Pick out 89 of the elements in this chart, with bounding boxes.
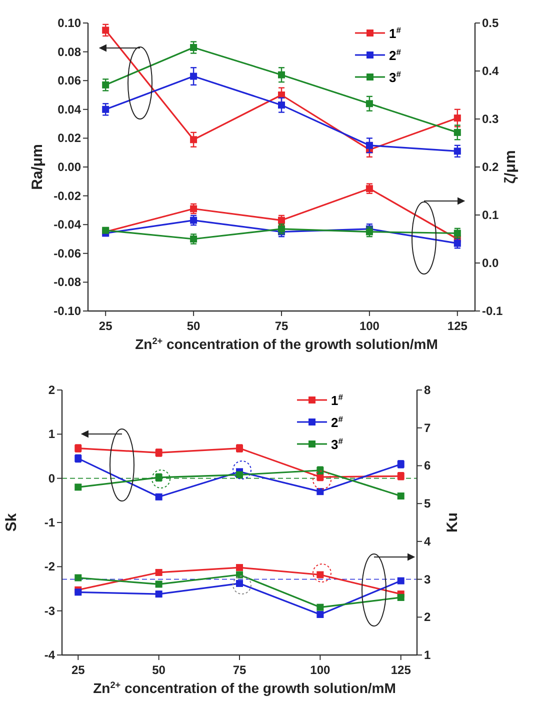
x-tick-label: 125 bbox=[390, 663, 412, 677]
point bbox=[74, 588, 82, 596]
point bbox=[397, 594, 404, 601]
point bbox=[190, 236, 198, 242]
y-tick-label: 0.00 bbox=[58, 160, 82, 174]
point bbox=[190, 136, 198, 144]
x-axis-title: Zn$^{2+}$ concentration of the growth solution/mM bbox=[93, 680, 396, 696]
y2-axis-title: ζ/μm bbox=[502, 150, 519, 184]
point bbox=[366, 228, 373, 236]
y-axis-title: Sk bbox=[3, 512, 20, 532]
point bbox=[102, 26, 110, 34]
point bbox=[155, 580, 162, 588]
y-tick-label: -0.02 bbox=[54, 188, 82, 203]
point bbox=[454, 230, 461, 237]
point bbox=[190, 44, 198, 51]
x-tick-label: 75 bbox=[274, 319, 288, 333]
point bbox=[397, 577, 404, 584]
point bbox=[102, 106, 110, 113]
point bbox=[102, 81, 110, 88]
y2-tick-label: 0.0 bbox=[482, 256, 500, 270]
y2-tick-label: 0.1 bbox=[482, 208, 500, 222]
point bbox=[454, 148, 461, 155]
y-tick-label: 0 bbox=[48, 471, 56, 486]
y2-tick-label: 3 bbox=[424, 572, 431, 586]
point bbox=[316, 610, 324, 618]
y-tick-label: 1 bbox=[48, 427, 56, 442]
y-tick-label: 0.08 bbox=[58, 44, 82, 59]
legend-label: 2$^{#}$ bbox=[331, 414, 344, 430]
point bbox=[155, 493, 162, 500]
x-axis-title: Zn$^{2+}$ concentration of the growth solution/mM bbox=[135, 336, 438, 352]
point bbox=[366, 100, 373, 108]
y2-tick-label: 0.5 bbox=[482, 16, 500, 30]
y2-tick-label: -0.1 bbox=[482, 304, 504, 318]
point bbox=[155, 568, 162, 576]
point bbox=[454, 128, 461, 136]
point bbox=[74, 484, 82, 491]
point bbox=[190, 216, 198, 224]
y2-tick-label: 1 bbox=[424, 648, 431, 662]
y2-tick-label: 0.2 bbox=[482, 160, 500, 174]
y2-tick-label: 5 bbox=[424, 496, 431, 511]
point bbox=[190, 72, 198, 80]
point bbox=[454, 240, 461, 247]
point bbox=[190, 205, 198, 212]
y2-tick-label: 0.4 bbox=[482, 64, 500, 78]
x-tick-label: 25 bbox=[98, 319, 113, 333]
x-tick-label: 125 bbox=[447, 319, 468, 333]
point bbox=[316, 604, 324, 611]
y2-tick-label: 0.3 bbox=[482, 112, 500, 126]
x-tick-label: 50 bbox=[152, 663, 166, 677]
x-tick-label: 100 bbox=[359, 319, 380, 333]
y2-tick-label: 8 bbox=[424, 383, 431, 397]
y-tick-label: -0.08 bbox=[54, 275, 82, 290]
y2-tick-label: 2 bbox=[424, 610, 431, 624]
point bbox=[397, 492, 404, 500]
y-tick-label: 0.02 bbox=[58, 131, 82, 146]
point bbox=[278, 71, 285, 78]
y-tick-label: -3 bbox=[44, 604, 56, 618]
point bbox=[236, 564, 243, 572]
point bbox=[366, 185, 373, 192]
x-tick-label: 100 bbox=[310, 663, 331, 677]
y-tick-label: -1 bbox=[44, 516, 56, 530]
y-tick-label: -0.04 bbox=[54, 218, 82, 232]
x-tick-label: 25 bbox=[71, 663, 86, 677]
legend-label: 2$^{#}$ bbox=[389, 47, 402, 63]
x-tick-label: 50 bbox=[186, 319, 201, 333]
legend-label: 1$^{#}$ bbox=[331, 392, 344, 408]
y2-tick-label: 6 bbox=[424, 458, 431, 473]
legend-label: 1$^{#}$ bbox=[389, 25, 402, 41]
y-tick-label: -4 bbox=[44, 648, 56, 662]
legend-label: 3$^{#}$ bbox=[331, 436, 344, 452]
y-tick-label: 2 bbox=[48, 383, 56, 397]
y-tick-label: -0.06 bbox=[54, 246, 82, 260]
point bbox=[454, 114, 461, 122]
y2-tick-label: 7 bbox=[424, 420, 431, 435]
point bbox=[316, 488, 324, 496]
y-tick-label: 0.10 bbox=[58, 16, 82, 30]
point bbox=[155, 590, 162, 598]
y2-axis-title: Ku bbox=[444, 512, 461, 532]
x-tick-label: 75 bbox=[232, 663, 246, 677]
y-tick-label: 0.04 bbox=[58, 102, 82, 116]
y-tick-label: 0.06 bbox=[58, 74, 82, 88]
y-axis-title: Ra/μm bbox=[29, 144, 46, 190]
y-tick-label: -0.10 bbox=[54, 304, 82, 318]
legend-label: 3$^{#}$ bbox=[389, 69, 402, 85]
point bbox=[236, 571, 243, 578]
point bbox=[74, 574, 82, 582]
y-tick-label: -2 bbox=[44, 560, 56, 574]
y2-tick-label: 4 bbox=[424, 534, 431, 548]
point bbox=[236, 471, 243, 478]
